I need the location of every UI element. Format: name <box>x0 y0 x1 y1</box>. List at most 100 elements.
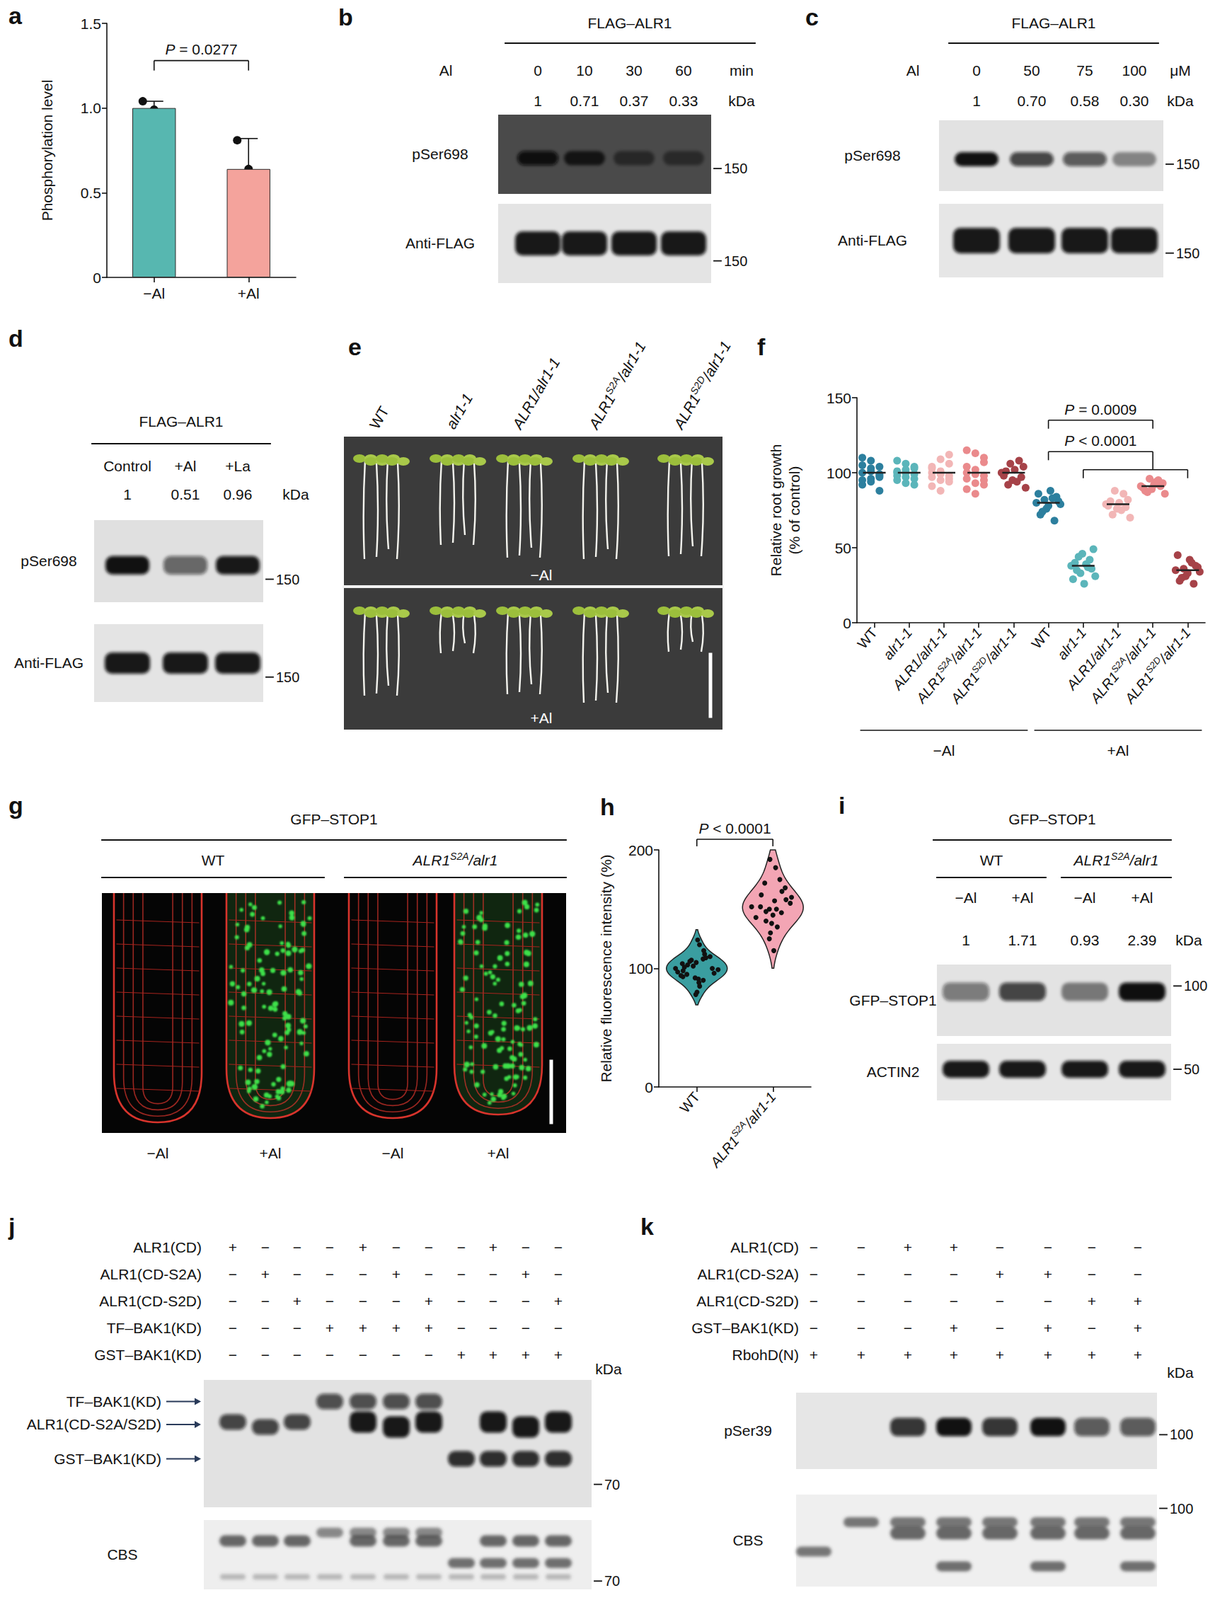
svg-text:kDa: kDa <box>595 1360 623 1378</box>
svg-text:ALR1(CD-S2D): ALR1(CD-S2D) <box>99 1292 202 1310</box>
svg-text:ALR1(CD): ALR1(CD) <box>730 1239 799 1256</box>
svg-text:= 0.0009: = 0.0009 <box>1074 401 1137 418</box>
svg-text:10: 10 <box>576 62 593 79</box>
svg-text:+: + <box>949 1239 959 1256</box>
svg-text:pSer698: pSer698 <box>411 145 468 163</box>
svg-text:ALR1S2A/alr1: ALR1S2A/alr1 <box>1072 850 1160 869</box>
svg-text:0: 0 <box>842 614 852 632</box>
svg-text:−: − <box>903 1292 913 1310</box>
svg-text:0.96: 0.96 <box>223 486 253 503</box>
svg-text:FLAG–ALR1: FLAG–ALR1 <box>1011 14 1096 32</box>
svg-text:GST–BAK1(KD): GST–BAK1(KD) <box>94 1346 202 1363</box>
svg-text:1: 1 <box>972 92 981 109</box>
svg-text:+: + <box>424 1292 434 1310</box>
svg-text:WT: WT <box>854 624 881 652</box>
svg-text:−: − <box>488 1292 498 1310</box>
svg-text:−: − <box>809 1319 819 1337</box>
svg-text:50: 50 <box>1183 1061 1200 1078</box>
svg-text:i: i <box>838 791 845 819</box>
svg-text:−: − <box>1043 1292 1053 1310</box>
svg-text:60: 60 <box>675 62 692 79</box>
svg-text:+: + <box>1043 1319 1053 1337</box>
svg-text:0: 0 <box>972 62 981 79</box>
svg-text:0.58: 0.58 <box>1070 92 1100 109</box>
svg-text:+: + <box>903 1346 913 1363</box>
svg-text:−: − <box>292 1265 302 1283</box>
svg-text:GST–BAK1(KD): GST–BAK1(KD) <box>53 1450 162 1467</box>
svg-text:kDa: kDa <box>282 486 310 503</box>
svg-text:Anti-FLAG: Anti-FLAG <box>405 234 475 252</box>
svg-text:−: − <box>261 1239 270 1256</box>
svg-text:150: 150 <box>1176 156 1200 172</box>
svg-text:−: − <box>809 1265 819 1283</box>
svg-text:−: − <box>521 1319 531 1337</box>
svg-text:kDa: kDa <box>1166 92 1194 109</box>
svg-text:TF–BAK1(KD): TF–BAK1(KD) <box>106 1319 202 1337</box>
svg-text:−: − <box>261 1292 270 1310</box>
svg-text:−: − <box>1087 1239 1097 1256</box>
svg-text:1.0: 1.0 <box>80 99 102 117</box>
svg-text:+: + <box>554 1292 563 1310</box>
svg-text:0.51: 0.51 <box>171 486 201 503</box>
svg-text:0.5: 0.5 <box>80 184 102 201</box>
svg-text:min: min <box>729 62 754 79</box>
svg-text:ALR1S2A/alr1: ALR1S2A/alr1 <box>411 850 499 869</box>
svg-text:+: + <box>392 1265 401 1283</box>
svg-text:−: − <box>424 1265 434 1283</box>
svg-text:−: − <box>358 1292 368 1310</box>
svg-text:< 0.0001: < 0.0001 <box>1074 432 1137 449</box>
svg-text:−: − <box>554 1239 563 1256</box>
svg-text:−: − <box>292 1346 302 1363</box>
svg-text:−: − <box>1133 1265 1143 1283</box>
svg-text:+: + <box>1133 1319 1143 1337</box>
svg-text:70: 70 <box>604 1573 620 1589</box>
svg-text:0.93: 0.93 <box>1070 931 1100 949</box>
svg-text:ALR1(CD-S2A): ALR1(CD-S2A) <box>697 1265 799 1283</box>
svg-text:P: P <box>698 820 709 837</box>
svg-text:alr1-1: alr1-1 <box>442 390 477 432</box>
svg-text:+: + <box>1043 1265 1053 1283</box>
svg-text:ACTIN2: ACTIN2 <box>866 1063 920 1080</box>
svg-text:150: 150 <box>275 571 300 588</box>
svg-text:200: 200 <box>628 842 654 859</box>
svg-text:−Al: −Al <box>955 889 978 906</box>
svg-text:−: − <box>424 1346 434 1363</box>
svg-text:Al: Al <box>439 62 453 79</box>
svg-text:Anti-FLAG: Anti-FLAG <box>837 232 908 249</box>
svg-text:−Al: −Al <box>530 566 553 584</box>
svg-text:1: 1 <box>961 931 971 949</box>
svg-text:100: 100 <box>1169 1426 1194 1443</box>
svg-text:+Al: +Al <box>487 1144 510 1162</box>
svg-text:ALR1: ALR1 <box>1120 669 1157 707</box>
svg-text:WT: WT <box>201 851 226 869</box>
svg-text:+: + <box>1087 1346 1097 1363</box>
svg-text:FLAG–ALR1: FLAG–ALR1 <box>138 413 223 430</box>
svg-text:d: d <box>8 324 24 352</box>
svg-text:k: k <box>640 1212 654 1240</box>
svg-text:Al: Al <box>906 62 920 79</box>
svg-text:−: − <box>488 1265 498 1283</box>
svg-text:+: + <box>358 1319 368 1337</box>
svg-text:0.71: 0.71 <box>570 92 600 109</box>
svg-text:−Al: −Al <box>933 742 956 759</box>
svg-text:ALR1/alr1-1: ALR1/alr1-1 <box>508 354 564 433</box>
svg-text:−: − <box>521 1292 531 1310</box>
svg-text:−: − <box>261 1319 270 1337</box>
svg-text:+Al: +Al <box>1131 889 1154 906</box>
svg-text:−: − <box>949 1292 959 1310</box>
svg-text:+Al: +Al <box>530 709 553 727</box>
svg-text:−: − <box>457 1239 466 1256</box>
svg-text:150: 150 <box>826 389 852 407</box>
svg-text:70: 70 <box>604 1476 620 1493</box>
svg-text:(% of control): (% of control) <box>786 466 803 555</box>
svg-text:ALR1S2D/alr1-1: ALR1S2D/alr1-1 <box>668 337 734 434</box>
svg-text:ALR1: ALR1 <box>1086 668 1123 707</box>
svg-text:−: − <box>809 1292 819 1310</box>
svg-text:+Al: +Al <box>259 1144 282 1162</box>
svg-text:150: 150 <box>723 253 748 269</box>
svg-text:GST–BAK1(KD): GST–BAK1(KD) <box>691 1319 799 1337</box>
svg-text:ALR1(CD-S2A/S2D): ALR1(CD-S2A/S2D) <box>26 1415 162 1433</box>
svg-text:−: − <box>358 1346 368 1363</box>
svg-text:−: − <box>554 1319 563 1337</box>
svg-text:+: + <box>1133 1292 1143 1310</box>
